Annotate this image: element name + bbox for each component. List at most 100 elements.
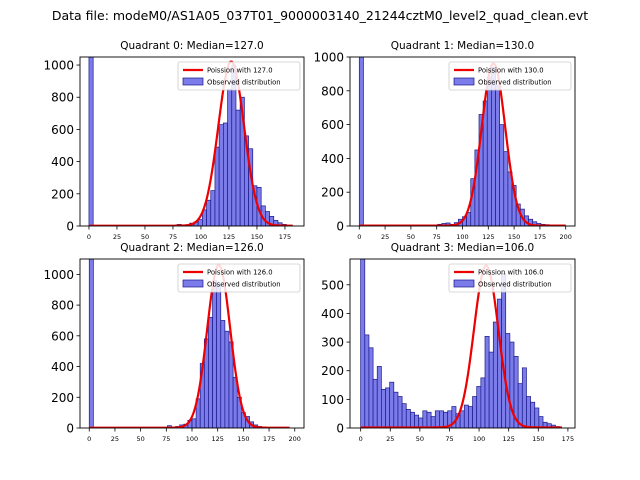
y-tick-label: 600 xyxy=(51,329,74,343)
histogram-bar xyxy=(530,401,536,428)
histogram-bar xyxy=(364,334,370,428)
histogram-bar xyxy=(459,410,465,428)
figure-suptitle: Data file: modeM0/AS1A05_037T01_90000031… xyxy=(52,8,588,23)
chart-title: Quadrant 0: Median=127.0 xyxy=(120,40,263,52)
legend-bar-label: Observed distribution xyxy=(207,79,281,87)
histogram-bar xyxy=(422,410,428,428)
histogram-bar xyxy=(434,410,440,428)
histogram-bar xyxy=(430,416,436,428)
y-tick-label: 1000 xyxy=(313,51,344,65)
legend-line-label: Poission with 127.0 xyxy=(207,67,273,75)
chart-panel-2: Quadrant 2: Median=126.0 0 25 50 75 100 125 150… xyxy=(43,242,305,443)
axes-frame xyxy=(349,258,576,429)
histogram-bar xyxy=(503,151,509,226)
y-tick-label: 200 xyxy=(321,186,344,200)
y-tick-label: 600 xyxy=(321,118,344,132)
histogram-bar xyxy=(486,76,492,226)
histogram-bar xyxy=(410,411,415,428)
histogram-bar xyxy=(191,418,197,428)
chart-title: Quadrant 1: Median=130.0 xyxy=(391,40,534,52)
histogram-bar xyxy=(393,391,399,428)
y-tick-label: 800 xyxy=(51,299,74,313)
y-tick-label: 400 xyxy=(51,155,74,169)
x-tick-label: 50 xyxy=(141,233,149,241)
histogram-bar xyxy=(499,124,505,226)
x-tick-label: 0 xyxy=(359,435,363,443)
histogram-bar xyxy=(224,330,230,428)
y-tick-label: 800 xyxy=(321,84,344,98)
histogram-bar xyxy=(534,407,540,428)
y-tick-label: 300 xyxy=(321,336,344,350)
histogram-bar xyxy=(501,272,507,428)
histogram-bar xyxy=(463,404,469,428)
histogram-bar xyxy=(376,366,382,428)
x-tick-label: 0 xyxy=(87,233,91,241)
histogram-bar xyxy=(521,367,527,428)
x-tick-label: 0 xyxy=(87,435,91,443)
legend-bar-label: Observed distribution xyxy=(478,79,552,87)
y-tick-label: 0 xyxy=(66,422,74,436)
histogram-bar xyxy=(526,396,531,428)
histogram-bar xyxy=(235,109,241,226)
histogram-bar xyxy=(397,396,403,428)
x-tick-label: 125 xyxy=(502,435,514,443)
x-tick-label: 50 xyxy=(136,435,144,443)
histogram-bar xyxy=(405,409,411,428)
y-tick-label: 1000 xyxy=(43,268,74,282)
y-tick-label: 0 xyxy=(336,422,344,436)
histogram-bar xyxy=(220,320,226,428)
histogram-bar xyxy=(484,335,490,428)
x-tick-label: 25 xyxy=(381,233,389,241)
axes-frame xyxy=(79,56,305,227)
x-tick-label: 175 xyxy=(562,435,574,443)
histogram-bar xyxy=(372,378,378,428)
y-tick-label: 100 xyxy=(321,393,344,407)
chart-panel-3: Quadrant 3: Median=106.0 0 25 50 75 100 125 150… xyxy=(321,242,576,443)
histogram-bar xyxy=(491,66,496,226)
panels: Quadrant 0: Median=127.0 0 25 50 75 100 125 150… xyxy=(43,40,576,443)
x-tick-label: 25 xyxy=(111,435,119,443)
histogram-bar xyxy=(385,387,391,428)
histogram-bar xyxy=(197,219,203,226)
x-tick-label: 175 xyxy=(263,435,275,443)
histogram-bar xyxy=(358,57,364,226)
x-tick-label: 25 xyxy=(386,435,394,443)
legend-bar-label: Observed distribution xyxy=(478,281,552,289)
y-tick-label: 600 xyxy=(51,123,74,137)
histogram-bar xyxy=(214,146,220,226)
histogram-bar xyxy=(206,199,212,226)
histogram-bar xyxy=(482,100,488,226)
legend-line-label: Poission with 106.0 xyxy=(478,269,544,277)
legend: Poission with 130.0 Observed distribution xyxy=(448,61,572,91)
x-tick-label: 100 xyxy=(456,233,468,241)
histogram-bar xyxy=(472,396,478,428)
x-tick-label: 175 xyxy=(279,233,291,241)
x-tick-label: 200 xyxy=(560,233,572,241)
y-tick-label: 1000 xyxy=(43,59,74,73)
chart-panel-0: Quadrant 0: Median=127.0 0 25 50 75 100 125 150… xyxy=(43,40,305,241)
x-tick-label: 75 xyxy=(169,233,177,241)
histogram-bar xyxy=(218,124,224,226)
x-tick-label: 125 xyxy=(211,435,223,443)
x-tick-label: 125 xyxy=(482,233,494,241)
legend-line-label: Poission with 130.0 xyxy=(478,67,544,75)
histogram-bar xyxy=(414,414,420,428)
y-tick-label: 400 xyxy=(51,360,74,374)
histogram-bar xyxy=(88,259,94,428)
histogram-bar xyxy=(360,259,366,428)
histogram-bar xyxy=(480,377,486,428)
histogram-bar xyxy=(488,351,494,428)
chart-panel-1: Quadrant 1: Median=130.0 0 25 50 75 100 125 150… xyxy=(313,40,576,241)
legend-box xyxy=(177,61,301,91)
x-tick-label: 100 xyxy=(473,435,485,443)
x-tick-label: 50 xyxy=(416,435,424,443)
x-tick-label: 100 xyxy=(186,435,198,443)
y-tick-label: 0 xyxy=(336,220,344,234)
x-tick-label: 125 xyxy=(223,233,235,241)
histogram-bar xyxy=(389,381,395,428)
legend-bar-swatch xyxy=(453,77,475,86)
legend-bar-label: Observed distribution xyxy=(207,281,281,289)
x-tick-label: 200 xyxy=(289,435,301,443)
legend: Poission with 106.0 Observed distribution xyxy=(448,263,572,293)
legend-bar-swatch xyxy=(182,279,204,288)
